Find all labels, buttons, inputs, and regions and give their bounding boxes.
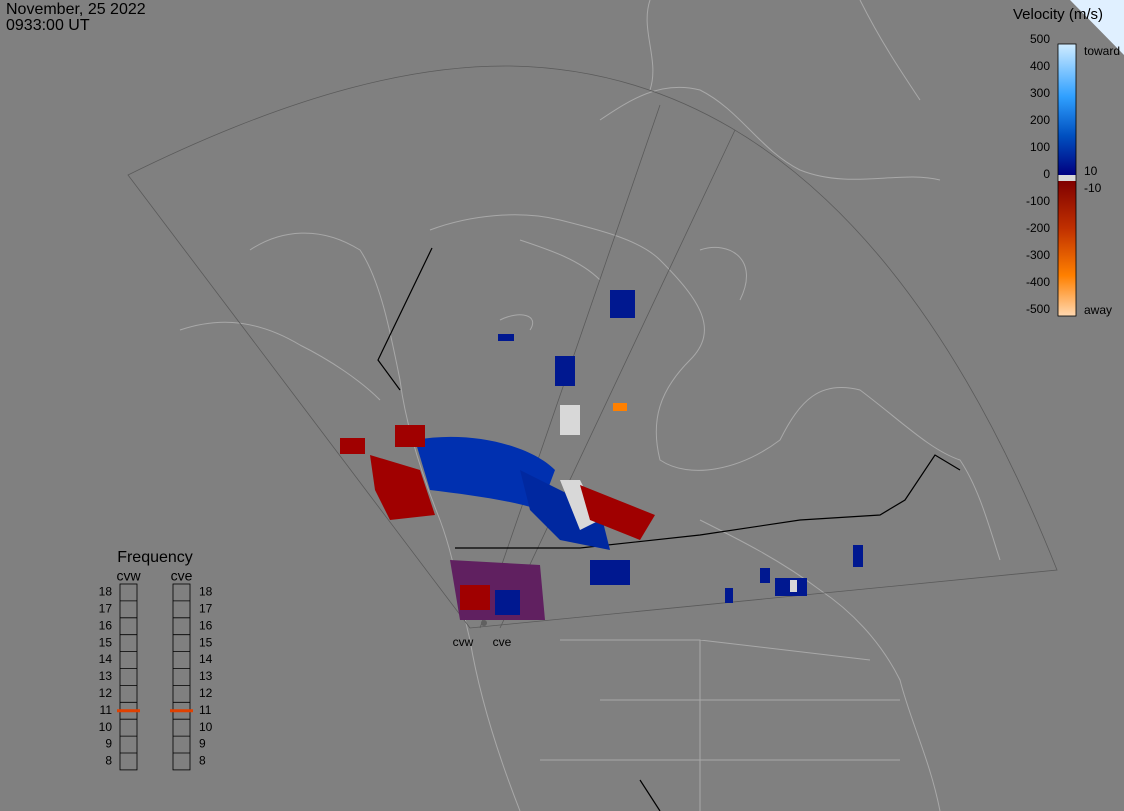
colorbar-tick-label: -500 xyxy=(1026,302,1050,316)
colorbar-tick-label: -200 xyxy=(1026,221,1050,235)
frequency-box xyxy=(172,583,191,771)
frequency-box xyxy=(119,583,138,771)
frequency-label: 17 xyxy=(199,602,213,616)
frequency-label: 14 xyxy=(199,652,213,666)
frequency-label: 16 xyxy=(199,618,213,632)
frequency-label: 13 xyxy=(99,669,113,683)
frequency-label: 10 xyxy=(99,720,113,734)
frequency-label: 9 xyxy=(105,737,112,751)
frequency-label: 15 xyxy=(199,635,213,649)
colorbar-tick-label: 0 xyxy=(1043,167,1050,181)
site-label: cvw xyxy=(453,635,474,649)
colorbar-tick-label: 100 xyxy=(1030,140,1050,154)
colorbar-tick-label: -400 xyxy=(1026,275,1050,289)
colorbar-away: away xyxy=(1084,303,1112,317)
radar-echoes xyxy=(340,290,863,620)
site-label: cve xyxy=(493,635,512,649)
frequency-label: 8 xyxy=(105,754,112,768)
date: November, 25 2022 xyxy=(6,1,146,18)
frequency-label: 17 xyxy=(99,602,113,616)
radar-name: cvw xyxy=(116,568,141,584)
frequency-label: 18 xyxy=(99,585,113,599)
frequency-label: 10 xyxy=(199,720,213,734)
colorbar-tick-label: 400 xyxy=(1030,59,1050,73)
colorbar-toward: toward xyxy=(1084,44,1120,58)
frequency-label: 12 xyxy=(99,686,113,700)
frequency-label: 8 xyxy=(199,754,206,768)
colorbar-tick-label: 200 xyxy=(1030,113,1050,127)
site-marker xyxy=(481,620,487,626)
colorbar-title: Velocity (m/s) xyxy=(1013,6,1103,23)
frequency-label: 14 xyxy=(99,652,113,666)
corner xyxy=(1070,0,1124,55)
frequency-label: 13 xyxy=(199,669,213,683)
frequency-label: 12 xyxy=(199,686,213,700)
frequency-label: 11 xyxy=(100,703,113,717)
frequency-label: 15 xyxy=(99,635,113,649)
colorbar-near: -10 xyxy=(1084,181,1102,195)
colorbar xyxy=(1057,43,1077,317)
colorbar-tick-label: 500 xyxy=(1030,32,1050,46)
colorbar-tick-label: -300 xyxy=(1026,248,1050,262)
frequency-title: Frequency xyxy=(117,549,193,566)
colorbar-tick-label: 300 xyxy=(1030,86,1050,100)
coastlines xyxy=(179,0,1001,811)
frequency-label: 11 xyxy=(199,703,212,717)
frequency-label: 9 xyxy=(199,737,206,751)
frequency-label: 16 xyxy=(99,618,113,632)
radar-name: cve xyxy=(171,568,193,584)
colorbar-tick-label: -100 xyxy=(1026,194,1050,208)
frequency-label: 18 xyxy=(199,585,213,599)
time: 0933:00 UT xyxy=(6,17,90,34)
colorbar-near: 10 xyxy=(1084,164,1098,178)
